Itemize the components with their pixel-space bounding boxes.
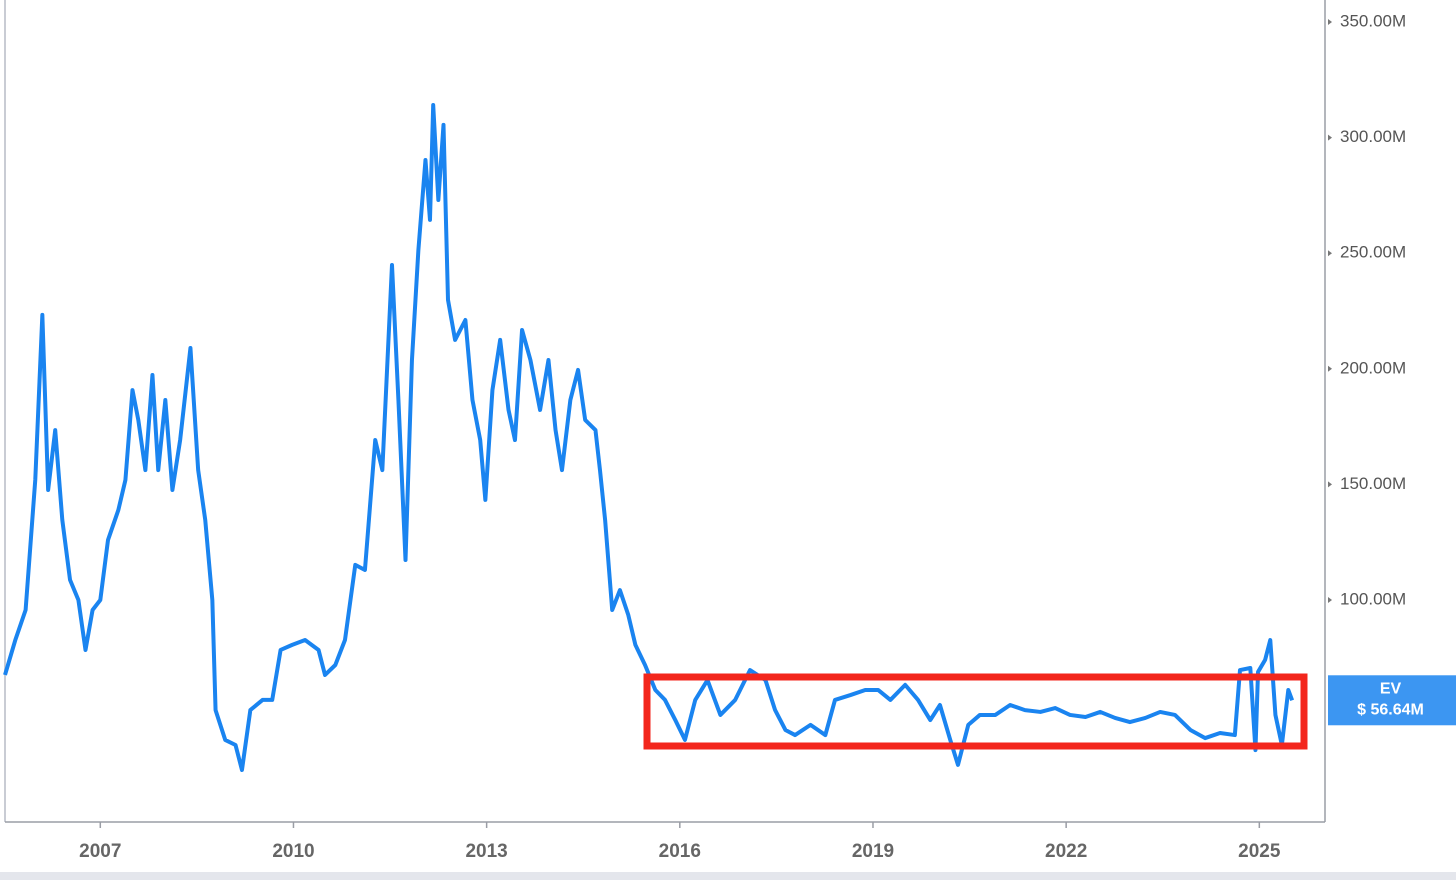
x-tick-label: 2022 (1045, 841, 1087, 862)
badge-box (1328, 675, 1456, 726)
y-tick-label: 150.00M (1340, 474, 1406, 493)
y-tick-mark (1328, 597, 1332, 604)
y-tick-mark (1328, 18, 1332, 25)
x-tick-label: 2019 (852, 841, 894, 862)
plot: 100.00M 150.00M 200.00M 250.00M 300.00M 350.0… (3, 11, 1406, 862)
y-tick-label: 250.00M (1340, 243, 1406, 262)
y-tick-mark (1328, 481, 1332, 488)
highlight-box (643, 673, 1308, 750)
x-tick-label: 2013 (465, 841, 507, 862)
y-tick-mark (1328, 250, 1332, 257)
y-tick-label: 200.00M (1340, 358, 1406, 377)
x-tick-label: 2016 (659, 841, 701, 862)
y-tick-label: 350.00M (1340, 11, 1406, 30)
last-value-badge: EV $ 56.64M (1328, 675, 1456, 726)
x-tick-label: 2025 (1238, 841, 1281, 862)
badge-name: EV (1380, 681, 1402, 698)
y-tick-label: 300.00M (1340, 127, 1406, 146)
bottom-strip (0, 872, 1456, 880)
y-tick-label: 100.00M (1340, 590, 1406, 609)
badge-value: $ 56.64M (1357, 702, 1424, 719)
x-tick-label: 2010 (272, 841, 314, 862)
y-tick-mark (1328, 134, 1332, 141)
series-line (3, 102, 1295, 772)
x-tick-label: 2007 (79, 841, 121, 862)
y-tick-mark (1328, 365, 1332, 372)
